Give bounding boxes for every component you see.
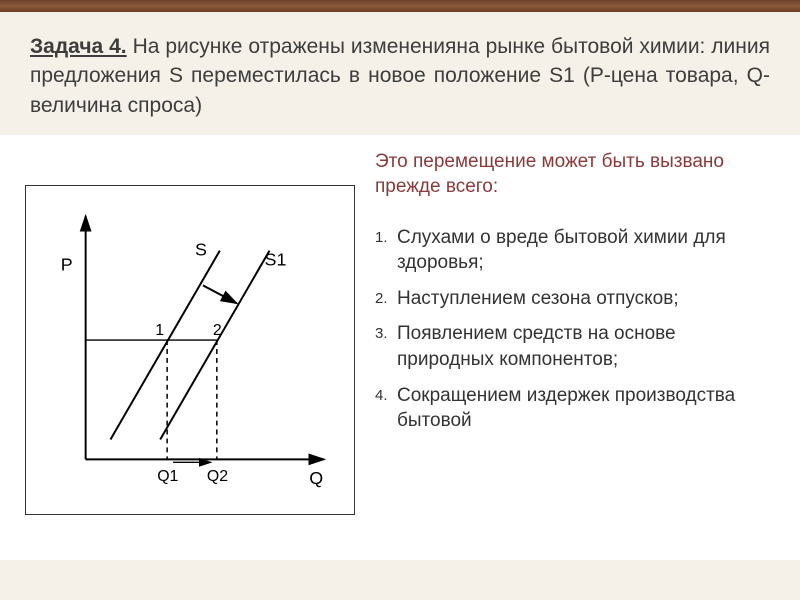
svg-text:Q1: Q1 xyxy=(157,468,178,485)
question-text: Это перемещение может быть вызвано прежд… xyxy=(375,150,775,199)
task-header: Задача 4. На рисунке отражены изменениян… xyxy=(0,12,800,135)
task-title: Задача 4. На рисунке отражены изменениян… xyxy=(30,32,770,120)
task-number: Задача 4. xyxy=(30,35,127,58)
right-content: Это перемещение может быть вызвано прежд… xyxy=(375,145,775,550)
options-list: Слухами о вреде бытовой химии для здоров… xyxy=(375,225,775,434)
content-area: P Q S S1 1 2 Q1 Q2 Это перемещение может быть в… xyxy=(0,135,800,560)
svg-text:1: 1 xyxy=(155,322,164,339)
svg-text:S1: S1 xyxy=(265,250,287,270)
list-item: Сокращением издержек производства бытово… xyxy=(375,383,775,434)
task-text: На рисунке отражены измененияна рынке бы… xyxy=(30,35,770,117)
svg-text:2: 2 xyxy=(213,322,222,339)
list-item: Слухами о вреде бытовой химии для здоров… xyxy=(375,225,775,276)
decorative-top-border xyxy=(0,0,800,12)
supply-shift-chart: P Q S S1 1 2 Q1 Q2 xyxy=(25,185,355,515)
svg-text:S: S xyxy=(195,240,207,260)
svg-text:P: P xyxy=(61,255,73,275)
svg-text:Q: Q xyxy=(309,468,323,488)
list-item: Наступлением сезона отпусков; xyxy=(375,286,775,312)
svg-text:Q2: Q2 xyxy=(207,468,228,485)
chart-svg: P Q S S1 1 2 Q1 Q2 xyxy=(26,186,354,514)
list-item: Появлением средств на основе природных к… xyxy=(375,321,775,372)
